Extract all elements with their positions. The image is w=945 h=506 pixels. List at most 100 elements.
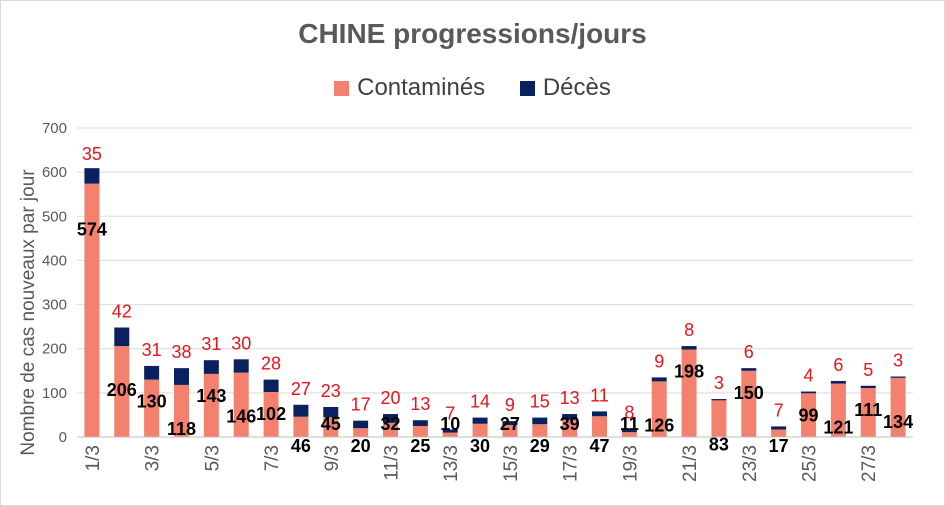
bar-contamines bbox=[741, 370, 757, 437]
bar-contamines bbox=[651, 381, 667, 437]
data-label-contamines: 121 bbox=[823, 418, 853, 438]
data-label-deces: 28 bbox=[261, 354, 281, 374]
bar-deces bbox=[472, 417, 488, 424]
y-tick-label: 600 bbox=[42, 164, 67, 181]
data-label-deces: 3 bbox=[893, 351, 903, 371]
bar-contamines bbox=[860, 388, 876, 437]
bar-contamines bbox=[771, 429, 787, 437]
data-label-deces: 17 bbox=[351, 395, 371, 415]
data-label-contamines: 198 bbox=[674, 362, 704, 382]
bar-deces bbox=[203, 360, 219, 374]
x-tick-label: 19/3 bbox=[620, 445, 641, 482]
bar-deces bbox=[562, 414, 578, 420]
x-tick-label: 17/3 bbox=[561, 445, 582, 482]
bar-contamines bbox=[890, 377, 906, 437]
data-label-deces: 6 bbox=[833, 355, 843, 375]
y-tick-label: 300 bbox=[42, 297, 67, 314]
bar-contamines bbox=[323, 417, 339, 437]
data-label-deces: 13 bbox=[560, 388, 580, 408]
data-label-contamines: 25 bbox=[410, 436, 430, 456]
data-label-deces: 9 bbox=[505, 395, 515, 415]
bar-deces bbox=[621, 428, 637, 433]
bar-deces bbox=[174, 368, 189, 385]
data-label-contamines: 206 bbox=[107, 380, 137, 400]
y-tick-label: 200 bbox=[42, 341, 67, 358]
data-label-contamines: 29 bbox=[530, 436, 550, 456]
data-label-contamines: 134 bbox=[883, 412, 913, 432]
y-axis-label: Nombre de cas nouveaux par jour bbox=[18, 169, 39, 456]
x-tick-label: 3/3 bbox=[143, 445, 164, 471]
data-label-deces: 31 bbox=[142, 340, 162, 360]
bar-deces bbox=[801, 391, 816, 394]
bar-contamines bbox=[353, 428, 369, 437]
bar-deces bbox=[383, 414, 398, 423]
bar-deces bbox=[412, 420, 428, 426]
legend-label-deces: Décès bbox=[542, 74, 611, 101]
x-tick-label: 5/3 bbox=[202, 445, 223, 471]
bar-deces bbox=[502, 421, 518, 426]
data-label-contamines: 130 bbox=[137, 392, 167, 412]
data-label-deces: 8 bbox=[624, 403, 634, 423]
x-tick-label: 23/3 bbox=[740, 445, 761, 482]
bar-deces bbox=[84, 168, 100, 184]
chart-title: CHINE progressions/jours bbox=[298, 18, 647, 49]
data-label-deces: 4 bbox=[803, 366, 813, 386]
x-tick-label: 9/3 bbox=[322, 445, 343, 471]
bar-contamines bbox=[621, 432, 637, 437]
data-label-contamines: 150 bbox=[734, 383, 764, 403]
data-label-contamines: 118 bbox=[167, 419, 196, 439]
bar-contamines bbox=[592, 416, 607, 437]
data-label-deces: 9 bbox=[654, 351, 664, 371]
bar-deces bbox=[114, 327, 130, 347]
data-label-deces: 23 bbox=[321, 381, 341, 401]
data-label-deces: 6 bbox=[744, 342, 754, 362]
data-label-contamines: 32 bbox=[380, 414, 400, 434]
bar-contamines bbox=[263, 391, 279, 437]
x-tick-label: 25/3 bbox=[800, 445, 821, 482]
legend-label-contamines: Contaminés bbox=[357, 74, 486, 101]
bar-deces bbox=[830, 380, 846, 384]
bar-deces bbox=[144, 365, 160, 380]
data-label-contamines: 146 bbox=[226, 407, 256, 427]
data-label-deces: 14 bbox=[470, 392, 490, 412]
bar-contamines bbox=[203, 373, 219, 437]
bar-contamines bbox=[233, 372, 249, 437]
x-tick-label: 13/3 bbox=[441, 445, 462, 482]
y-tick-label: 500 bbox=[42, 208, 67, 225]
data-label-deces: 11 bbox=[590, 385, 609, 405]
data-label-contamines: 574 bbox=[77, 220, 107, 240]
data-label-deces: 8 bbox=[684, 320, 694, 340]
data-label-contamines: 30 bbox=[470, 436, 490, 456]
y-tick-label: 0 bbox=[59, 429, 67, 446]
x-tick-label: 21/3 bbox=[680, 445, 701, 482]
x-tick-label: 1/3 bbox=[83, 445, 104, 471]
data-label-deces: 30 bbox=[231, 333, 251, 353]
data-label-contamines: 39 bbox=[560, 414, 580, 434]
bar-contamines bbox=[144, 379, 160, 437]
bar-contamines bbox=[442, 432, 458, 437]
data-label-contamines: 46 bbox=[291, 436, 311, 456]
data-label-deces: 42 bbox=[112, 302, 132, 322]
data-label-deces: 7 bbox=[445, 403, 455, 423]
data-label-contamines: 17 bbox=[769, 436, 789, 456]
data-label-deces: 15 bbox=[530, 392, 550, 412]
x-tick-label: 7/3 bbox=[262, 445, 283, 471]
bar-contamines bbox=[502, 425, 518, 437]
x-tick-label: 27/3 bbox=[859, 445, 880, 482]
y-tick-label: 100 bbox=[42, 385, 67, 402]
bar-contamines bbox=[114, 346, 130, 437]
data-label-contamines: 20 bbox=[351, 436, 371, 456]
legend-swatch-contamines bbox=[334, 80, 350, 96]
data-label-contamines: 99 bbox=[798, 405, 818, 425]
bar-deces bbox=[681, 346, 697, 350]
data-label-contamines: 27 bbox=[500, 414, 520, 434]
bar-deces bbox=[263, 379, 279, 392]
data-label-deces: 7 bbox=[774, 400, 784, 420]
bar-contamines bbox=[472, 423, 488, 437]
legend-item-deces: Décès bbox=[519, 74, 611, 102]
bar-contamines bbox=[412, 425, 428, 437]
bar-deces bbox=[741, 368, 757, 371]
bar-deces bbox=[293, 404, 309, 417]
bar-deces bbox=[651, 377, 667, 382]
